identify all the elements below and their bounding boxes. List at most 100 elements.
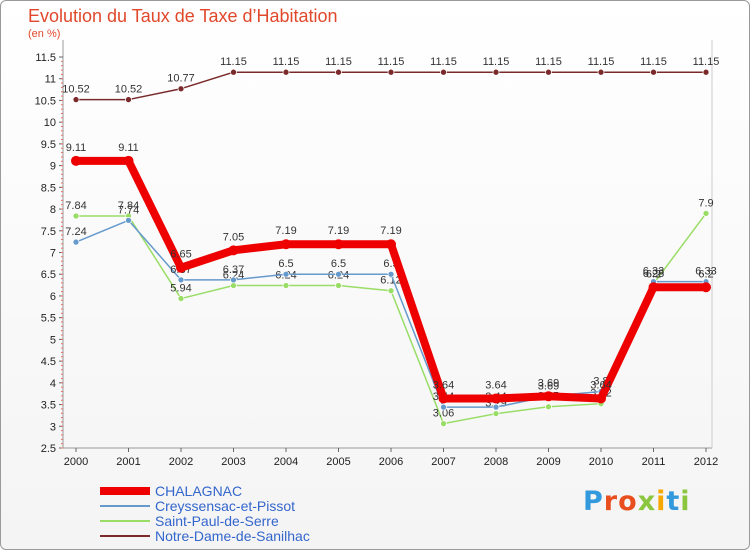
data-label-notre-dame-de-sanilhac: 10.77 [167, 73, 195, 85]
y-tick-label: 5 [50, 334, 56, 346]
data-point-notre-dame-de-sanilhac [597, 68, 605, 76]
data-label-notre-dame-de-sanilhac: 11.15 [325, 56, 352, 68]
logo-letter: i [656, 486, 667, 517]
y-tick-label: 5.5 [41, 313, 56, 325]
data-label-notre-dame-de-sanilhac: 11.15 [693, 56, 720, 68]
data-label-notre-dame-de-sanilhac: 11.15 [640, 56, 667, 68]
legend-label-saint-paul: Saint-Paul-de-Serre [155, 513, 279, 529]
y-tick-label: 11.5 [35, 52, 56, 64]
data-label-saint-paul-de-serre: 3.06 [433, 408, 454, 420]
y-tick-label: 9 [50, 161, 56, 173]
data-point-saint-paul-de-serre [387, 287, 395, 295]
data-label-chalagnac: 9.11 [118, 142, 139, 154]
data-point-saint-paul-de-serre [335, 282, 342, 289]
data-label-chalagnac: 6.2 [646, 268, 661, 280]
data-point-chalagnac [648, 282, 659, 293]
data-point-chalagnac [176, 262, 186, 273]
data-label-chalagnac: 7.05 [223, 231, 244, 243]
x-tick-label: 2006 [379, 456, 403, 468]
data-label-notre-dame-de-sanilhac: 11.15 [378, 56, 405, 68]
x-tick-label: 2005 [326, 456, 350, 468]
legend-label-chalagnac: CHALAGNAC [155, 483, 243, 499]
data-point-saint-paul-de-serre [702, 210, 710, 217]
data-label-notre-dame-de-sanilhac: 11.15 [483, 56, 510, 68]
data-label-notre-dame-de-sanilhac: 11.15 [430, 56, 457, 68]
data-point-chalagnac [386, 239, 396, 250]
data-point-chalagnac [281, 239, 291, 250]
logo-letter: x [637, 486, 657, 517]
data-point-creyssensac-et-pissot [125, 217, 132, 224]
y-tick-label: 3.5 [41, 400, 56, 412]
data-point-notre-dame-de-sanilhac [545, 68, 552, 76]
legend-swatch-chalagnac [100, 487, 150, 495]
y-tick-label: 6.5 [41, 269, 56, 281]
y-tick-label: 7.5 [41, 226, 56, 238]
data-point-chalagnac [71, 155, 81, 166]
data-point-notre-dame-de-sanilhac [492, 68, 500, 76]
data-label-chalagnac: 7.19 [275, 225, 296, 237]
data-label-creyssensac-et-pissot: 3.69 [538, 380, 559, 392]
logo-letter: i [680, 486, 691, 517]
data-point-notre-dame-de-sanilhac [335, 68, 342, 76]
data-label-chalagnac: 3.69 [538, 377, 559, 389]
data-label-creyssensac-et-pissot: 7.74 [118, 204, 139, 216]
data-label-notre-dame-de-sanilhac: 10.52 [62, 84, 90, 96]
legend-swatch-notre-dame [100, 535, 150, 537]
data-point-chalagnac [701, 282, 711, 293]
data-point-notre-dame-de-sanilhac [72, 96, 80, 103]
data-point-chalagnac [438, 393, 449, 404]
proxiti-logo: Proxiti [583, 486, 691, 517]
data-label-saint-paul-de-serre: 7.84 [118, 200, 139, 212]
data-point-creyssensac-et-pissot [492, 403, 500, 411]
data-label-chalagnac: 6.2 [698, 268, 713, 280]
y-tick-label: 9.5 [41, 139, 56, 151]
x-tick-label: 2008 [484, 456, 508, 468]
data-label-chalagnac: 7.19 [380, 225, 401, 237]
data-label-saint-paul-de-serre: 6.24 [223, 270, 244, 282]
data-point-chalagnac [123, 155, 134, 166]
data-label-creyssensac-et-pissot: 6.33 [643, 266, 664, 278]
data-label-chalagnac: 9.11 [66, 142, 87, 154]
x-tick-label: 2011 [642, 456, 666, 468]
y-tick-label: 8.5 [41, 182, 56, 194]
data-label-creyssensac-et-pissot: 6.5 [331, 258, 346, 270]
data-point-creyssensac-et-pissot [230, 276, 237, 284]
x-tick-label: 2003 [221, 456, 245, 468]
y-tick-label: 8 [50, 204, 56, 216]
data-point-creyssensac-et-pissot [72, 238, 80, 246]
x-tick-label: 2002 [169, 456, 193, 468]
legend-label-creyssensac: Creyssensac-et-Pissot [155, 498, 296, 514]
data-label-notre-dame-de-sanilhac: 11.15 [273, 56, 300, 68]
data-point-notre-dame-de-sanilhac [440, 68, 447, 76]
x-tick-label: 2012 [694, 456, 718, 468]
chart-title: Evolution du Taux de Taxe d’Habitation [28, 6, 338, 26]
data-point-saint-paul-de-serre [492, 410, 500, 418]
data-label-chalagnac: 7.19 [328, 225, 349, 237]
data-point-chalagnac [596, 393, 606, 404]
logo-letter: r [603, 486, 619, 517]
data-point-creyssensac-et-pissot [440, 403, 447, 411]
data-label-saint-paul-de-serre: 7.84 [65, 200, 86, 212]
data-point-saint-paul-de-serre [282, 282, 290, 289]
legend-swatch-saint-paul [100, 520, 150, 522]
y-tick-label: 6 [50, 291, 56, 303]
data-point-notre-dame-de-sanilhac [177, 85, 185, 93]
data-point-saint-paul-de-serre [440, 420, 447, 428]
y-tick-label: 2.5 [41, 443, 56, 455]
y-tick-label: 4 [50, 378, 56, 390]
data-label-creyssensac-et-pissot: 6.37 [223, 264, 244, 276]
data-point-chalagnac [333, 239, 344, 250]
y-tick-label: 10.5 [35, 95, 56, 107]
data-label-notre-dame-de-sanilhac: 11.15 [535, 56, 562, 68]
line-chart: 2.5 3 3.5 4 4.5 5 5.5 6 6.5 7 7.5 8 8.5 9 9.5 10 10.5 11 1… [35, 40, 720, 468]
data-label-saint-paul-de-serre: 6.12 [380, 275, 401, 287]
data-label-chalagnac: 3.64 [590, 379, 611, 391]
x-tick-label: 2004 [274, 456, 298, 468]
data-point-saint-paul-de-serre [177, 295, 185, 302]
data-point-notre-dame-de-sanilhac [702, 68, 710, 76]
data-point-chalagnac [491, 393, 501, 404]
data-point-chalagnac [228, 245, 239, 256]
data-label-chalagnac: 6.65 [170, 249, 191, 261]
logo-letter: t [666, 486, 681, 517]
